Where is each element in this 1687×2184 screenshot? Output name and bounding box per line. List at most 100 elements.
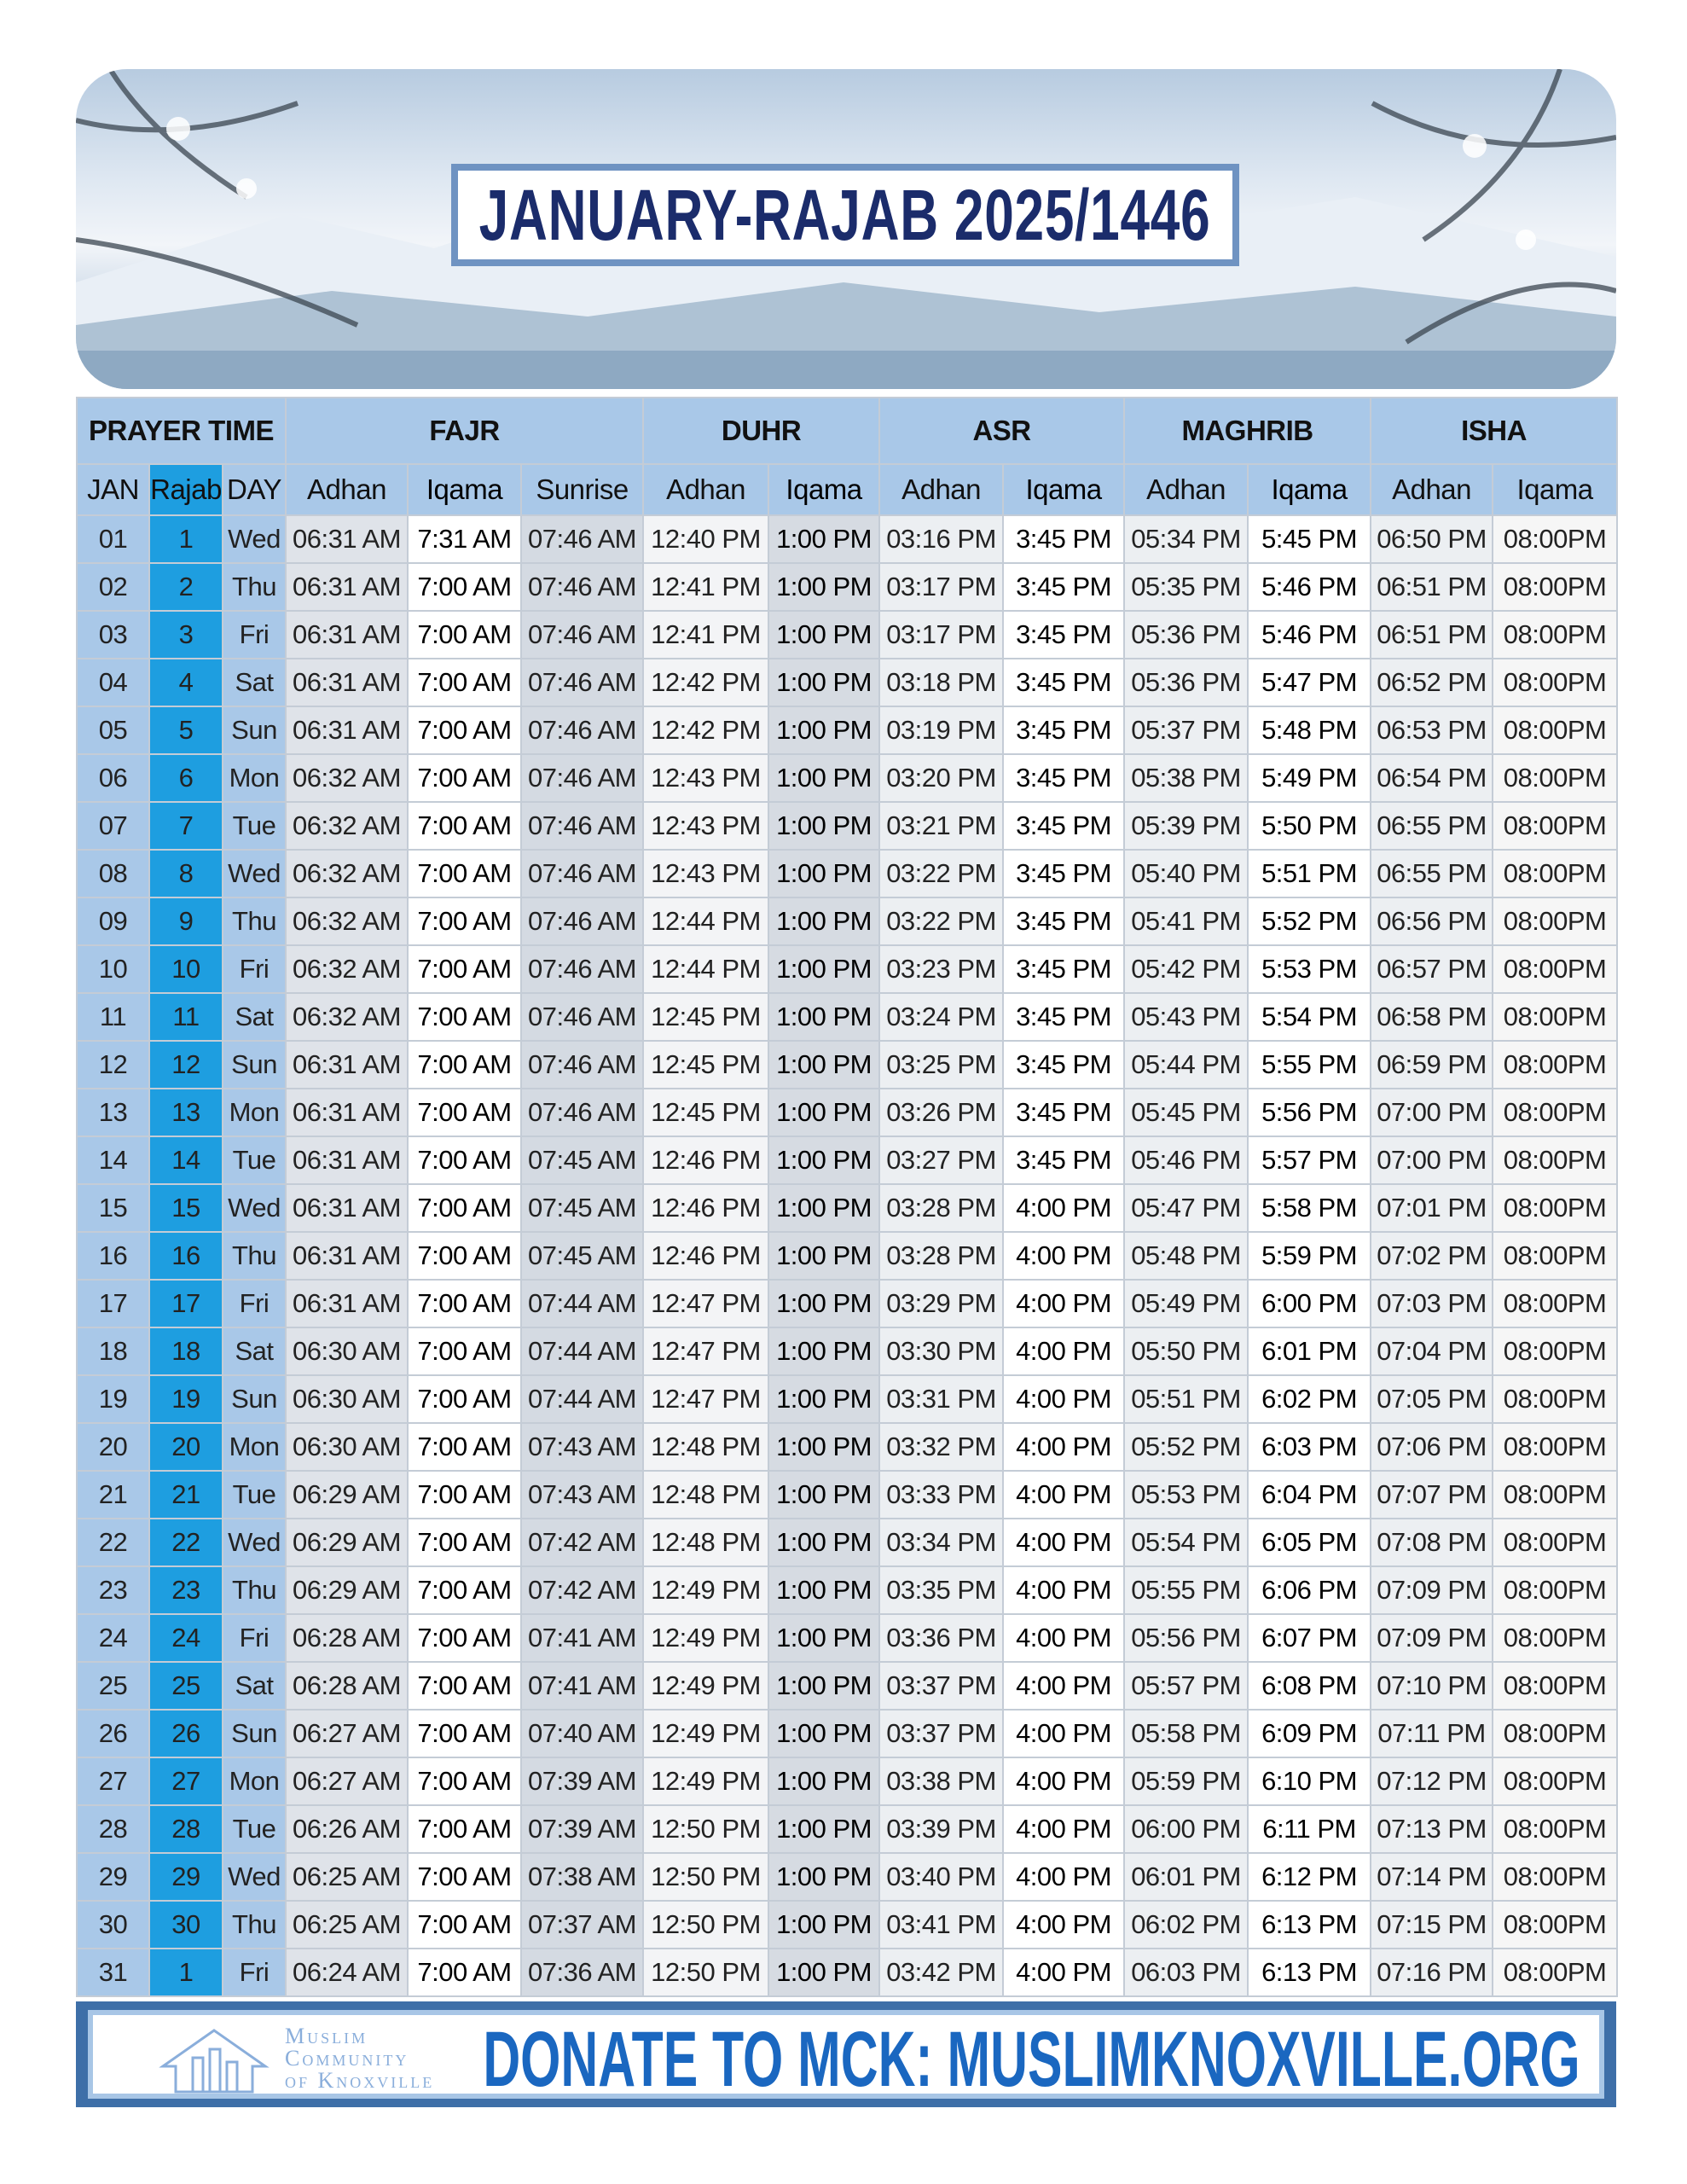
table-cell: 06:27 AM: [285, 1757, 409, 1806]
table-cell: 12:50 PM: [642, 1804, 770, 1854]
table-cell: 08:00PM: [1492, 753, 1619, 803]
table-cell: 17: [76, 1279, 150, 1328]
table-cell: 05:47 PM: [1123, 1183, 1249, 1233]
table-cell: 08:00PM: [1492, 1279, 1619, 1328]
table-cell: Fri: [222, 944, 287, 994]
table-cell: 7:00 AM: [407, 1470, 522, 1519]
table-cell: 1:00 PM: [768, 1565, 881, 1615]
table-cell: 07:09 PM: [1370, 1565, 1494, 1615]
table-cell: Thu: [222, 562, 287, 612]
table-cell: 12:47 PM: [642, 1374, 770, 1424]
table-row: 24 24 Fri 06:28 AM 7:00 AM 07:41 AM 12:49 PM 1:…: [76, 1613, 1619, 1663]
column-header: Rajab: [148, 463, 223, 516]
table-cell: 06:59 PM: [1370, 1040, 1494, 1089]
column-header: Iqama: [768, 463, 881, 516]
table-cell: 06:54 PM: [1370, 753, 1494, 803]
group-header: FAJR: [284, 397, 645, 465]
table-cell: 08:00PM: [1492, 1088, 1619, 1137]
table-cell: 5:49 PM: [1247, 753, 1372, 803]
table-cell: 05:46 PM: [1123, 1136, 1249, 1185]
table-cell: 28: [76, 1804, 150, 1854]
table-cell: 1: [148, 514, 223, 564]
table-cell: 07:46 AM: [519, 610, 645, 659]
table-cell: 07:03 PM: [1370, 1279, 1494, 1328]
table-cell: 03:24 PM: [878, 992, 1005, 1042]
title-inner: JANUARY-RAJAB 2025/1446: [458, 171, 1232, 259]
table-cell: 06:31 AM: [285, 658, 409, 707]
table-cell: 12:42 PM: [642, 706, 770, 755]
footer-inner: Muslim Community of Knoxville DONATE TO …: [88, 2010, 1604, 2103]
table-cell: 07:46 AM: [519, 706, 645, 755]
table-cell: 08:00PM: [1492, 562, 1619, 612]
logo: [159, 2029, 270, 2094]
table-cell: 25: [148, 1661, 223, 1711]
table-cell: 3: [148, 610, 223, 659]
table-cell: 03:19 PM: [878, 706, 1005, 755]
table-cell: 1:00 PM: [768, 1327, 881, 1376]
table-cell: 30: [76, 1900, 150, 1949]
table-cell: 26: [76, 1709, 150, 1758]
table-cell: 1:00 PM: [768, 753, 881, 803]
table-cell: 06:55 PM: [1370, 801, 1494, 851]
table-cell: 1:00 PM: [768, 1422, 881, 1472]
table-cell: 4:00 PM: [1002, 1183, 1126, 1233]
table-cell: Sat: [222, 992, 287, 1042]
table-cell: 19: [148, 1374, 223, 1424]
table-cell: 1:00 PM: [768, 1279, 881, 1328]
table-cell: 05:42 PM: [1123, 944, 1249, 994]
table-cell: 4:00 PM: [1002, 1231, 1126, 1281]
table-cell: 03:39 PM: [878, 1804, 1005, 1854]
table-cell: 03:33 PM: [878, 1470, 1005, 1519]
table-row: 09 9 Thu 06:32 AM 7:00 AM 07:46 AM 12:44 PM 1:0…: [76, 897, 1619, 946]
table-row: 29 29 Wed 06:25 AM 7:00 AM 07:38 AM 12:50 PM 1:…: [76, 1852, 1619, 1902]
table-cell: 1:00 PM: [768, 944, 881, 994]
table-cell: 22: [148, 1518, 223, 1567]
table-cell: 03:38 PM: [878, 1757, 1005, 1806]
table-cell: Fri: [222, 1279, 287, 1328]
table-cell: 03:37 PM: [878, 1661, 1005, 1711]
table-cell: 7:00 AM: [407, 753, 522, 803]
table-cell: 6:13 PM: [1247, 1948, 1372, 1997]
table-cell: 07:44 AM: [519, 1279, 645, 1328]
group-header: DUHR: [642, 397, 881, 465]
table-cell: Wed: [222, 849, 287, 898]
table-cell: 08:00PM: [1492, 897, 1619, 946]
table-cell: 3:45 PM: [1002, 944, 1126, 994]
table-row: 08 8 Wed 06:32 AM 7:00 AM 07:46 AM 12:43 PM 1:0…: [76, 849, 1619, 898]
table-cell: 12:42 PM: [642, 658, 770, 707]
table-cell: 06:57 PM: [1370, 944, 1494, 994]
table-cell: 1:00 PM: [768, 897, 881, 946]
table-cell: 08:00PM: [1492, 1422, 1619, 1472]
table-cell: Sat: [222, 1327, 287, 1376]
table-cell: 06:31 AM: [285, 610, 409, 659]
table-cell: 07: [76, 801, 150, 851]
table-cell: 7:00 AM: [407, 1422, 522, 1472]
table-cell: 06: [76, 753, 150, 803]
table-cell: 3:45 PM: [1002, 1088, 1126, 1137]
table-cell: 26: [148, 1709, 223, 1758]
table-cell: 08:00PM: [1492, 1852, 1619, 1902]
table-cell: Tue: [222, 1136, 287, 1185]
table-cell: Fri: [222, 610, 287, 659]
table-row: 10 10 Fri 06:32 AM 7:00 AM 07:46 AM 12:44 PM 1:…: [76, 944, 1619, 994]
table-row: 25 25 Sat 06:28 AM 7:00 AM 07:41 AM 12:49 PM 1:…: [76, 1661, 1619, 1711]
table-cell: 03:27 PM: [878, 1136, 1005, 1185]
table-cell: Wed: [222, 1183, 287, 1233]
table-cell: 06:31 AM: [285, 1231, 409, 1281]
logo-line: Muslim: [285, 2024, 368, 2048]
table-row: 17 17 Fri 06:31 AM 7:00 AM 07:44 AM 12:47 PM 1:…: [76, 1279, 1619, 1328]
table-cell: 6: [148, 753, 223, 803]
table-cell: 22: [76, 1518, 150, 1567]
table-cell: 06:30 AM: [285, 1374, 409, 1424]
table-cell: Tue: [222, 1804, 287, 1854]
table-cell: 6:06 PM: [1247, 1565, 1372, 1615]
table-cell: 8: [148, 849, 223, 898]
table-cell: 1:00 PM: [768, 1804, 881, 1854]
table-cell: 06:30 AM: [285, 1422, 409, 1472]
table-cell: 08:00PM: [1492, 1661, 1619, 1711]
table-cell: 07:46 AM: [519, 992, 645, 1042]
table-row: 26 26 Sun 06:27 AM 7:00 AM 07:40 AM 12:49 PM 1:…: [76, 1709, 1619, 1758]
table-cell: 12:49 PM: [642, 1661, 770, 1711]
table-cell: 4:00 PM: [1002, 1279, 1126, 1328]
table-cell: 05:48 PM: [1123, 1231, 1249, 1281]
